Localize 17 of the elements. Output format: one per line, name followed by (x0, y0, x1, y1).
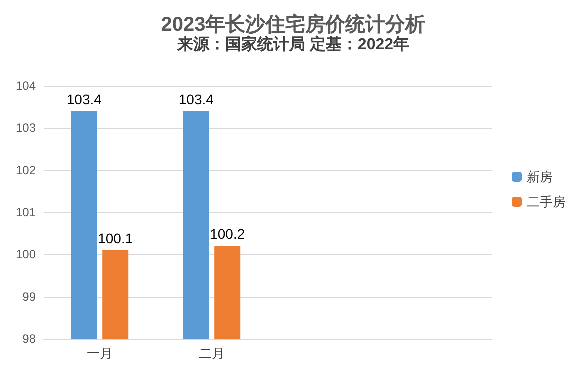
data-label: 100.2 (210, 226, 246, 242)
x-tick-label: 一月 (87, 346, 113, 361)
y-tick-label: 99 (22, 290, 36, 304)
y-tick-label: 100 (16, 248, 36, 262)
x-tick-label: 二月 (199, 346, 225, 361)
y-tick-label: 101 (16, 206, 36, 220)
data-label: 103.4 (66, 91, 102, 108)
chart-title: 2023年长沙住宅房价统计分析 (161, 13, 426, 36)
chart-subtitle: 来源：国家统计局 定基：2022年 (176, 34, 410, 54)
data-label: 103.4 (178, 91, 214, 108)
y-tick-label: 102 (16, 163, 36, 178)
y-tick-label: 98 (22, 332, 36, 346)
legend-label: 新房 (527, 170, 553, 184)
y-tick-label: 103 (16, 121, 36, 136)
data-label: 100.1 (98, 230, 134, 246)
y-tick-label: 104 (16, 79, 36, 93)
legend-label: 二手房 (527, 194, 566, 210)
